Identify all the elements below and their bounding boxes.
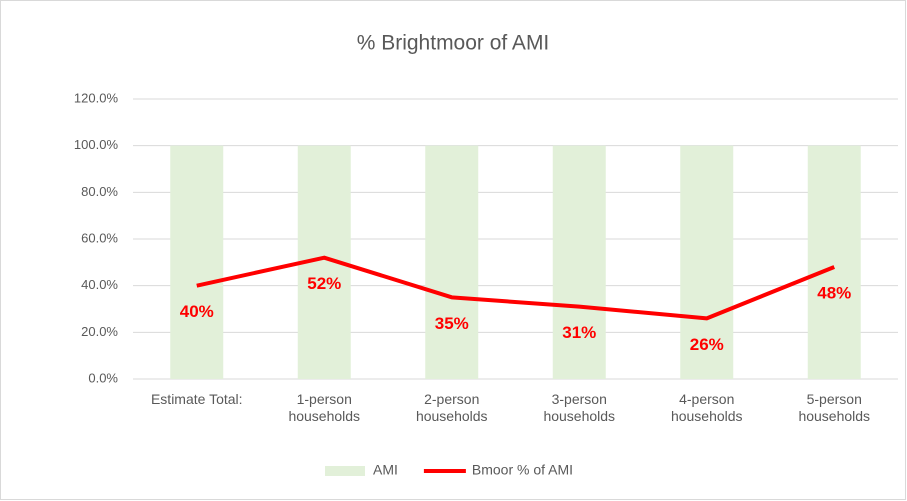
x-tick-label-box: 2-person households	[415, 391, 488, 424]
x-tick-label-box: 3-person households	[543, 391, 616, 424]
y-tick-label: 100.0%	[74, 137, 119, 152]
data-label: 48%	[817, 283, 851, 302]
data-label: 31%	[562, 323, 596, 342]
y-tick-label: 80.0%	[81, 184, 118, 199]
x-tick-label: 4-person households	[670, 391, 743, 424]
bar	[807, 145, 861, 379]
y-tick-label: 40.0%	[81, 277, 118, 292]
x-tick-label: 5-person households	[798, 391, 871, 424]
x-tick-label: 1-person households	[288, 391, 361, 424]
legend-label: AMI	[373, 462, 398, 478]
x-tick-label: 2-person households	[415, 391, 488, 424]
x-tick-label: Estimate Total:	[150, 391, 243, 407]
y-tick-label: 60.0%	[81, 230, 118, 245]
x-tick-label-box: 5-person households	[798, 391, 871, 424]
x-tick-label-box: 4-person households	[670, 391, 743, 424]
legend-label: Bmoor % of AMI	[472, 462, 573, 478]
chart-title: % Brightmoor of AMI	[357, 32, 550, 55]
x-tick-label-box: 1-person households	[288, 391, 361, 424]
bar	[425, 145, 479, 379]
data-label: 52%	[307, 274, 341, 293]
y-tick-label: 20.0%	[81, 324, 118, 339]
y-tick-label: 0.0%	[88, 370, 118, 385]
data-label: 26%	[690, 335, 724, 354]
bar	[552, 145, 606, 379]
x-tick-label: 3-person households	[543, 391, 616, 424]
data-label: 40%	[180, 302, 214, 321]
legend-swatch	[325, 466, 365, 476]
bar	[170, 145, 224, 379]
x-tick-label-box: Estimate Total:	[150, 391, 243, 407]
y-tick-label: 120.0%	[74, 90, 119, 105]
data-label: 35%	[435, 314, 469, 333]
line	[196, 255, 835, 321]
bar	[680, 145, 734, 379]
